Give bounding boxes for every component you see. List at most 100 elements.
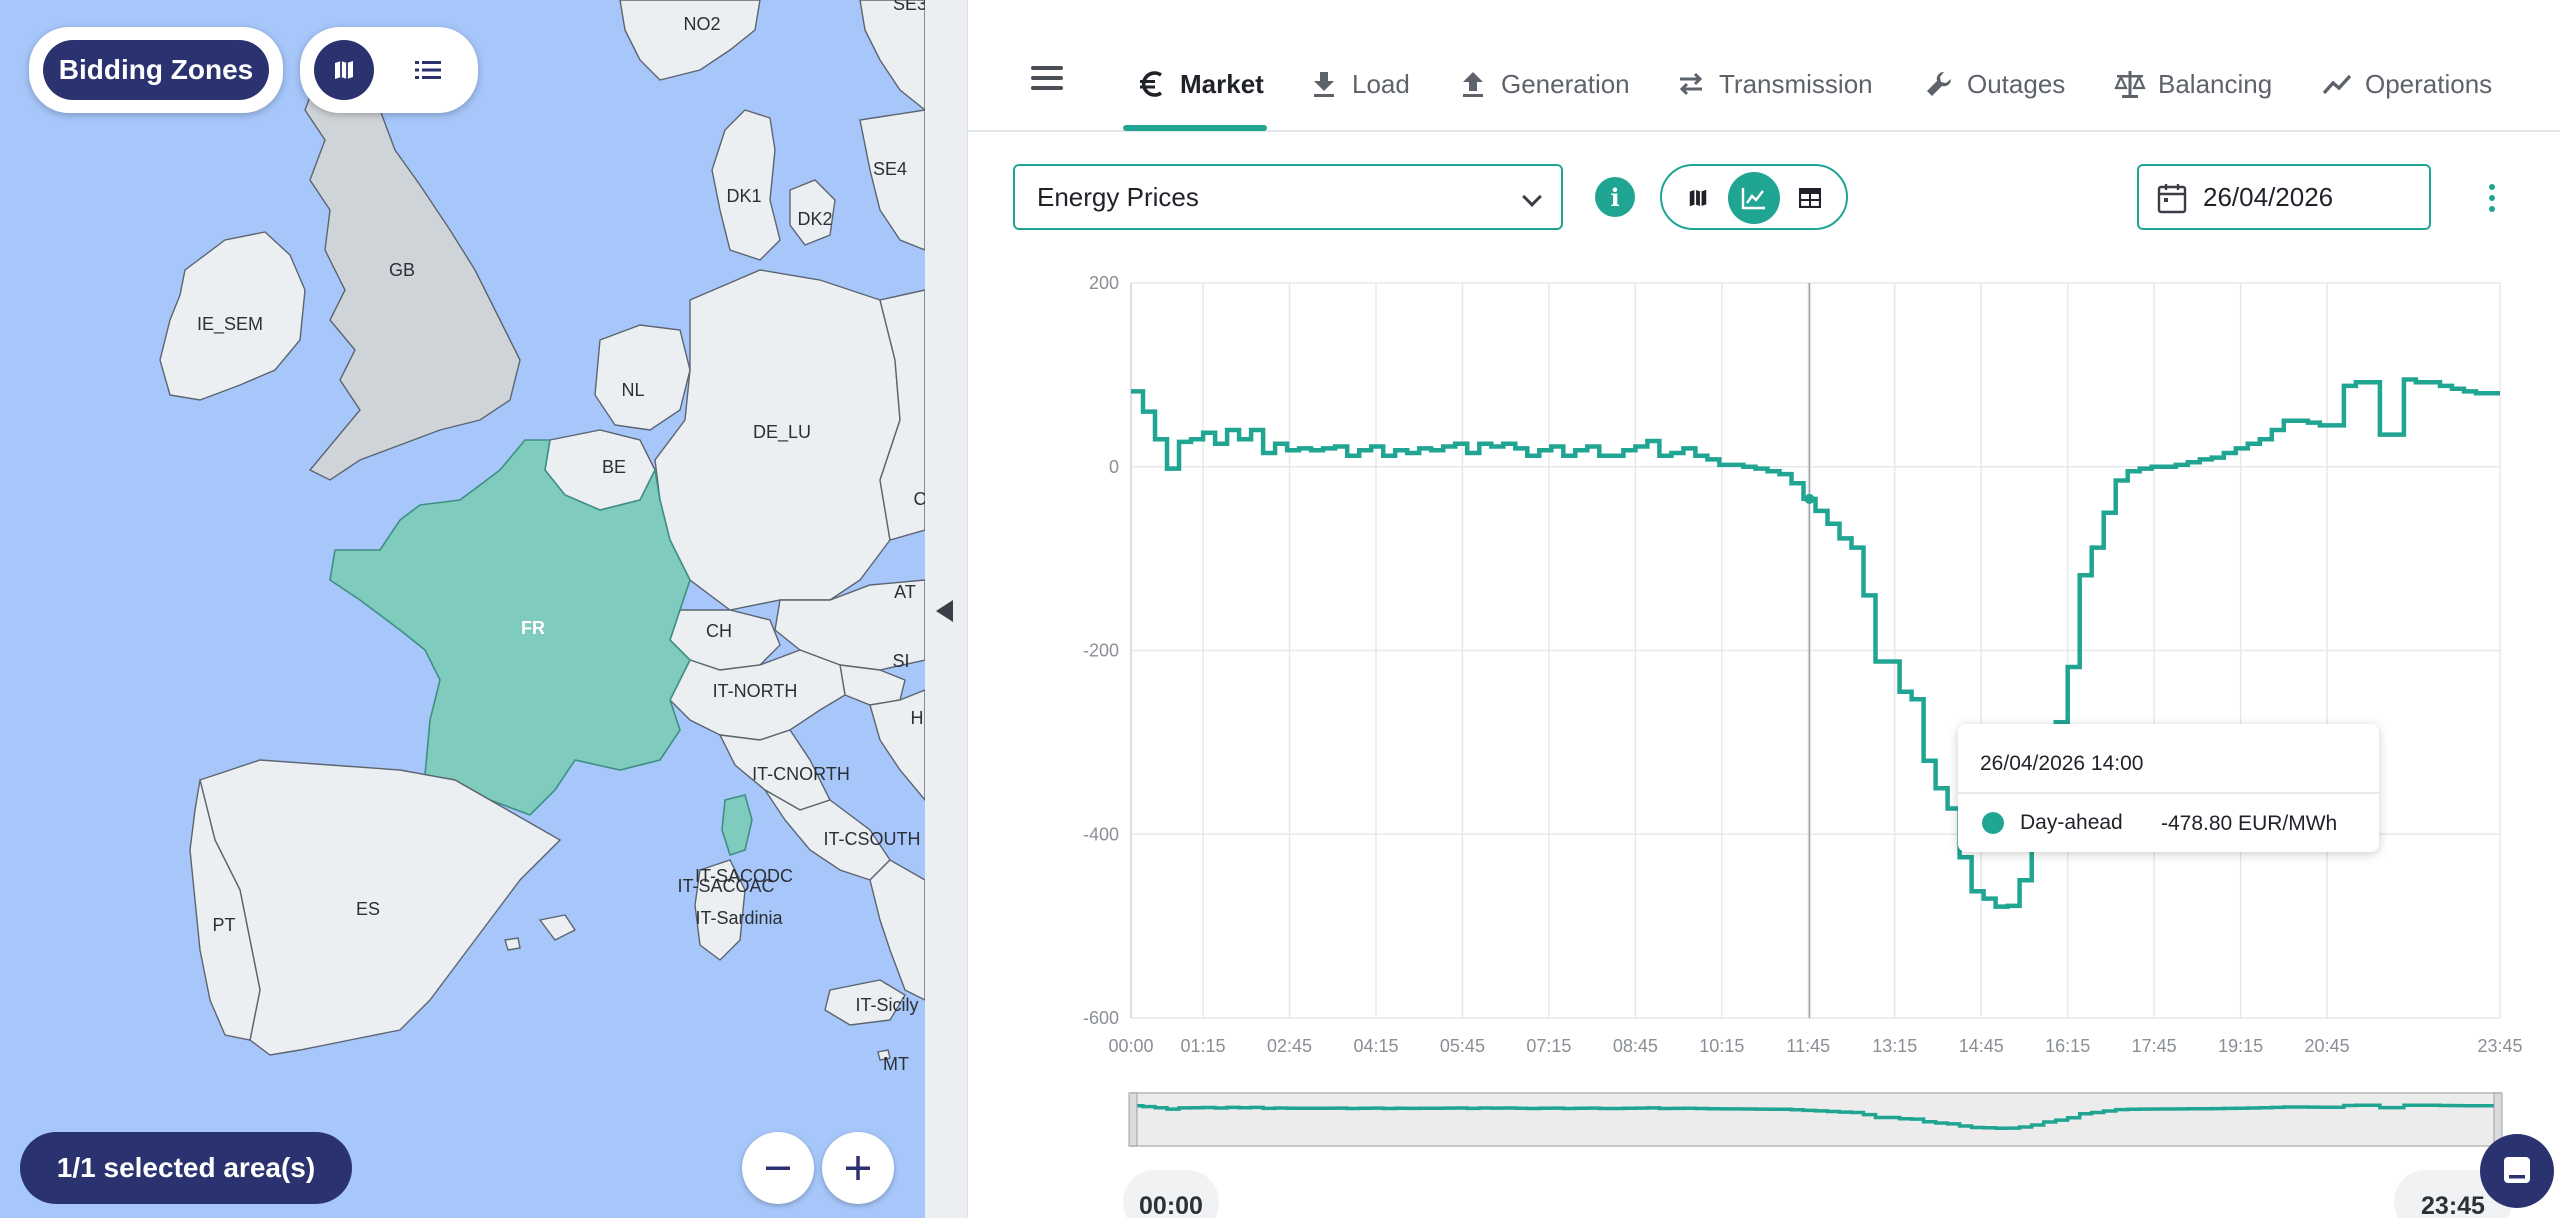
x-tick-label: 10:15 — [1699, 1036, 1744, 1056]
map-icon — [1689, 189, 1707, 207]
tooltip-value: -478.80 EUR/MWh — [2161, 812, 2338, 835]
active-tab-indicator — [1123, 125, 1267, 131]
zone-dk1 — [711, 109, 781, 261]
label-it-csouth: IT-CSOUTH — [824, 829, 921, 849]
x-tick-label: 02:45 — [1267, 1036, 1312, 1056]
y-tick-label: -200 — [1083, 641, 1119, 661]
zone-pt — [189, 779, 261, 1041]
zone-it-sicily — [824, 979, 906, 1026]
chat-button[interactable] — [2480, 1134, 2554, 1208]
bidding-zones-button[interactable]: Bidding Zones — [43, 40, 269, 100]
data-pane: Market Load Generation Transmission Outa… — [968, 0, 2560, 1218]
zoom-out-button[interactable] — [742, 1132, 814, 1204]
tab-balancing-label: Balancing — [2158, 68, 2273, 99]
zone-balearic — [538, 914, 577, 941]
map-pane[interactable]: NO2 SE3 SE4 DK1 DK2 GB IE_SEM NL DE_LU B… — [0, 0, 925, 1218]
zone-mt — [877, 1049, 891, 1061]
y-tick-label: -400 — [1083, 824, 1119, 844]
x-tick-label: 23:45 — [2477, 1036, 2522, 1056]
zone-no2 — [619, 0, 761, 81]
selected-areas-button[interactable]: 1/1 selected area(s) — [20, 1132, 352, 1204]
x-tick-label: 11:45 — [1786, 1036, 1830, 1056]
range-navigator-series — [1131, 1103, 2500, 1130]
label-fr: FR — [521, 618, 545, 638]
zone-at — [774, 579, 925, 671]
label-it-cnorth: IT-CNORTH — [752, 764, 850, 784]
hamburger-menu-icon[interactable] — [1031, 66, 1063, 90]
label-gb: GB — [389, 260, 415, 280]
x-tick-label: 17:45 — [2132, 1036, 2177, 1056]
top-navigation: Market Load Generation Transmission Outa… — [968, 0, 2560, 132]
dataset-select-value: Energy Prices — [1037, 181, 1199, 212]
map-view-mode-button[interactable] — [1672, 172, 1724, 224]
range-navigator[interactable] — [1128, 1092, 2503, 1147]
chart-view-mode-button[interactable] — [1728, 172, 1780, 224]
label-dk1: DK1 — [726, 186, 761, 206]
x-tick-label: 14:45 — [1959, 1036, 2004, 1056]
tab-generation-label: Generation — [1501, 68, 1630, 99]
tab-balancing[interactable]: Balancing — [2114, 62, 2272, 106]
chart-tooltip: 26/04/2026 14:00 Day-ahead -478.80 EUR/M… — [1958, 724, 2379, 852]
zone-si — [839, 664, 906, 706]
info-icon[interactable]: i — [1595, 177, 1635, 217]
label-pt: PT — [212, 915, 235, 935]
x-tick-label: 16:15 — [2045, 1036, 2090, 1056]
tab-outages[interactable]: Outages — [1923, 62, 2065, 106]
minus-icon — [766, 1166, 790, 1170]
zoom-in-button[interactable] — [822, 1132, 894, 1204]
x-tick-label: 00:00 — [1108, 1036, 1153, 1056]
calendar-icon — [2157, 184, 2187, 214]
map-view-toggle — [300, 27, 478, 113]
label-it-sacodc: IT-SACODC — [695, 866, 793, 886]
tab-transmission-label: Transmission — [1719, 68, 1873, 99]
range-start-label: 00:00 — [1123, 1170, 1219, 1218]
label-at: AT — [894, 582, 916, 602]
y-tick-label: 0 — [1109, 457, 1119, 477]
label-nl: NL — [621, 380, 644, 400]
zone-dk2 — [789, 179, 836, 246]
trend-icon — [2321, 68, 2353, 100]
zone-pl-edge — [879, 289, 925, 541]
upload-icon — [1457, 68, 1489, 100]
europe-map[interactable]: NO2 SE3 SE4 DK1 DK2 GB IE_SEM NL DE_LU B… — [0, 0, 925, 1218]
table-view-mode-button[interactable] — [1784, 172, 1836, 224]
zone-fr — [329, 439, 691, 816]
zone-se4 — [859, 109, 925, 251]
chart-icon — [1741, 188, 1765, 210]
x-tick-label: 05:45 — [1440, 1036, 1485, 1056]
zone-hr-edge — [869, 689, 925, 802]
price-chart[interactable]: 200 0 -200 -400 -600 00:00 01:15 02:45 04:15 05:4… — [968, 260, 2560, 1218]
view-mode-toggle — [1660, 164, 1848, 230]
collapse-left-icon[interactable] — [936, 600, 953, 622]
swap-arrows-icon — [1675, 68, 1707, 100]
x-tick-label: 01:15 — [1181, 1036, 1226, 1056]
table-icon — [1799, 188, 1821, 208]
plus-icon — [846, 1156, 870, 1180]
chart-grid — [1130, 282, 2501, 1019]
label-edge-h: H — [911, 708, 924, 728]
date-picker[interactable]: 26/04/2026 — [2137, 164, 2431, 230]
x-tick-label: 20:45 — [2305, 1036, 2350, 1056]
tab-load[interactable]: Load — [1308, 62, 1410, 106]
label-it-sardinia: IT-Sardinia — [695, 908, 783, 928]
euro-icon — [1136, 68, 1168, 100]
list-icon — [415, 61, 441, 79]
tab-generation[interactable]: Generation — [1457, 62, 1630, 106]
tooltip-divider — [1958, 792, 2379, 794]
more-options-icon[interactable] — [2480, 178, 2504, 218]
tab-market[interactable]: Market — [1136, 62, 1264, 106]
hovered-point — [1804, 493, 1815, 504]
label-no2: NO2 — [683, 14, 720, 34]
dataset-select[interactable]: Energy Prices — [1013, 164, 1563, 230]
tab-operations[interactable]: Operations — [2321, 62, 2492, 106]
list-view-button[interactable] — [398, 40, 458, 100]
zone-ie-sem — [159, 231, 306, 401]
zone-it-corsica — [721, 794, 753, 857]
tab-transmission[interactable]: Transmission — [1675, 62, 1873, 106]
x-tick-label: 08:45 — [1613, 1036, 1658, 1056]
panel-splitter[interactable] — [925, 0, 968, 1218]
x-tick-label: 19:15 — [2218, 1036, 2263, 1056]
tab-outages-label: Outages — [1967, 68, 2066, 99]
map-view-button[interactable] — [314, 40, 374, 100]
x-tick-label: 04:15 — [1353, 1036, 1398, 1056]
